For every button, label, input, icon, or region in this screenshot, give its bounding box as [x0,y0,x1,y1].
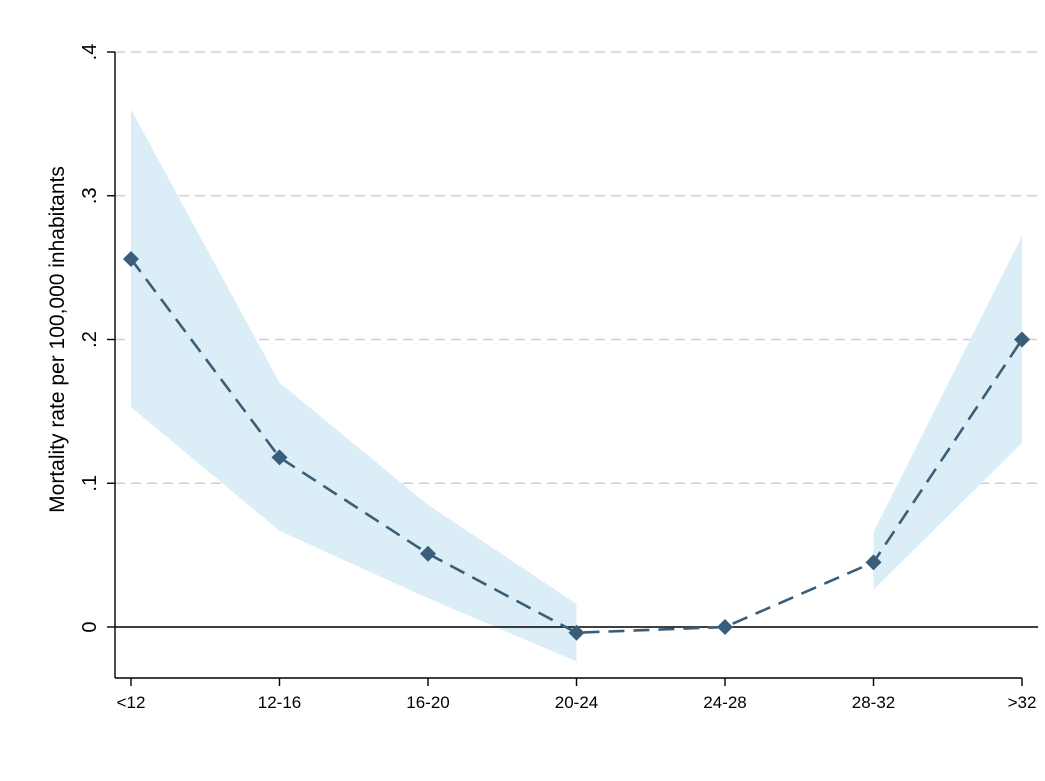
y-tick-label: .2 [79,331,101,348]
x-axis-ticks: <12 12-16 16-20 20-24 24-28 28-32 >32 [117,678,1037,712]
x-tick-label: 20-24 [555,693,598,712]
x-tick-label: 12-16 [258,693,301,712]
confidence-bands [131,109,1022,662]
ci-band [131,109,577,662]
y-tick-label: .3 [79,187,101,204]
y-axis-label: Mortality rate per 100,000 inhabitants [46,166,69,513]
x-tick-label: 28-32 [852,693,895,712]
series-markers [123,251,1030,641]
x-tick-label: 16-20 [406,693,449,712]
x-tick-label: >32 [1008,693,1037,712]
data-point-marker [1014,331,1030,348]
ci-band [873,236,1022,590]
x-tick-label: 24-28 [703,693,746,712]
data-point-marker [717,619,733,635]
data-point-marker [865,554,882,571]
y-tick-label: .1 [79,475,101,492]
y-tick-label: .4 [79,44,101,61]
data-point-marker [420,545,436,562]
x-tick-label: <12 [117,693,146,712]
data-point-marker [123,251,139,267]
y-axis-ticks: 0 .1 .2 .3 .4 [79,44,115,633]
data-point-marker [568,624,585,641]
data-point-marker [271,449,288,466]
y-tick-label: 0 [79,621,101,632]
